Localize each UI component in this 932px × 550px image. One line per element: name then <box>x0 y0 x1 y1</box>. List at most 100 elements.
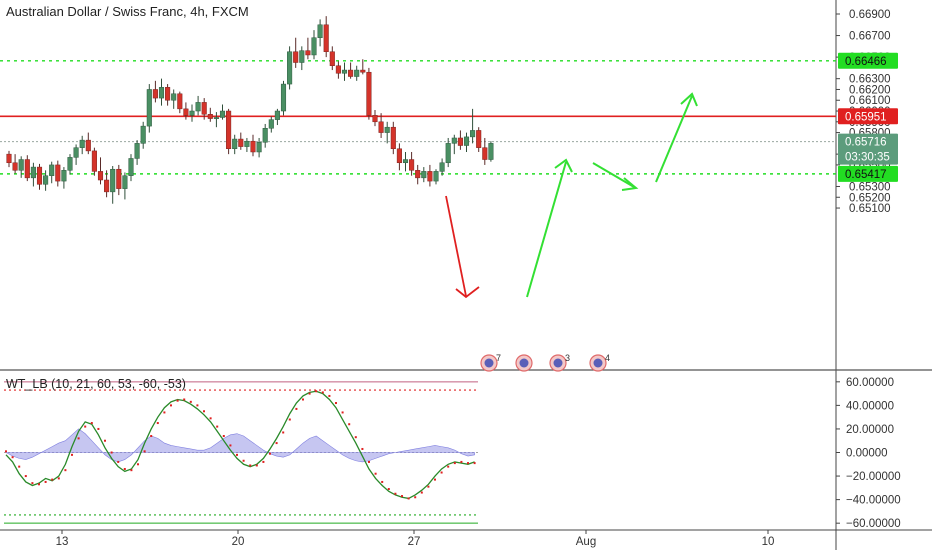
price-tick-label: 0.66300 <box>849 74 891 86</box>
candle-body <box>171 93 177 101</box>
price-tick-label: 0.66900 <box>849 9 891 21</box>
wt2-point <box>44 480 47 483</box>
candle-body <box>293 51 299 63</box>
wt2-point <box>262 460 265 463</box>
event-badges[interactable]: 7 3 4 <box>480 353 610 372</box>
time-scale-labels: 13 20 27 Aug 10 <box>56 530 775 548</box>
candle-body <box>348 69 354 77</box>
candle-body <box>402 159 409 164</box>
wt2-point <box>321 391 324 394</box>
candle-body <box>61 170 67 182</box>
candle-body <box>18 159 24 171</box>
wt2-point <box>216 425 219 428</box>
wt2-point <box>163 411 166 414</box>
candle-body <box>329 51 335 66</box>
wt1-line <box>5 390 475 500</box>
wt2-point <box>150 435 153 438</box>
candle-body <box>360 69 366 73</box>
candle-body <box>366 71 372 116</box>
price-tag-value: 0.65951 <box>845 111 887 123</box>
wt2-point <box>209 417 212 420</box>
time-tick-label: 10 <box>762 536 775 548</box>
price-tag-box <box>838 108 898 125</box>
projection-arrow-head <box>554 158 573 173</box>
candle-body <box>85 139 91 152</box>
candle-body <box>183 108 189 116</box>
candle-series <box>6 16 494 204</box>
candle-body <box>463 136 470 146</box>
candle-body <box>232 138 238 150</box>
candle-body <box>128 158 134 176</box>
wt2-point <box>18 465 21 468</box>
candle-body <box>427 171 433 182</box>
wt2-point <box>31 482 34 485</box>
price-tags: 0.66466 0.65951 0.65716 0.65417 03:30:35 <box>838 52 898 182</box>
candle-body <box>24 159 30 179</box>
candle-body <box>67 157 73 171</box>
candle-body <box>250 140 256 153</box>
wt2-point <box>64 469 67 472</box>
candle-body <box>226 110 232 149</box>
price-tick-label: 0.66200 <box>849 84 891 96</box>
wt2-point <box>24 475 27 478</box>
wt2-point <box>57 477 60 480</box>
wt2-point <box>156 422 159 425</box>
candle-body <box>116 168 122 189</box>
wt2-point <box>420 491 423 494</box>
indicator-tick-label: 20.00000 <box>846 424 894 436</box>
price-tag-value: 0.65716 <box>845 137 887 149</box>
candle-body <box>158 87 165 99</box>
candle-body <box>280 83 287 112</box>
candle-body <box>73 147 79 158</box>
candle-body <box>91 150 97 172</box>
candle-body <box>152 89 158 99</box>
wt2-point <box>275 442 278 445</box>
candle-body <box>189 110 195 116</box>
wt2-point <box>51 478 54 481</box>
wt2-point <box>137 463 139 466</box>
candle-body <box>287 51 293 85</box>
candle-body <box>384 126 390 133</box>
trend-drawings[interactable] <box>445 92 698 299</box>
candle-body <box>30 166 36 179</box>
wt2-point <box>460 460 463 463</box>
projection-arrow-head <box>680 92 698 107</box>
price-tick-label: 0.65300 <box>849 181 891 193</box>
price-tick-label: 0.65200 <box>849 192 891 204</box>
wt2-point <box>354 436 357 439</box>
candle-body <box>476 130 482 148</box>
horizontal-levels[interactable] <box>0 60 836 175</box>
wt2-point <box>394 492 397 495</box>
wt2-point <box>143 450 146 453</box>
wt2-point <box>84 425 87 428</box>
wt2-point <box>104 439 106 442</box>
candle-body <box>244 140 250 147</box>
candle-body <box>457 137 463 146</box>
wt2-point <box>473 462 476 465</box>
price-tick-label: 0.65100 <box>849 203 891 215</box>
event-badge-count: 3 <box>565 353 570 363</box>
wt2-point <box>387 488 390 491</box>
wt2-point <box>467 462 469 465</box>
candle-body <box>201 102 207 115</box>
candle-body <box>317 24 323 38</box>
countdown-value: 03:30:35 <box>845 152 890 164</box>
candle-body <box>238 138 244 147</box>
time-tick-label: 13 <box>56 536 69 548</box>
wt2-point <box>5 450 7 453</box>
candle-body <box>195 102 201 112</box>
candle-body <box>104 179 110 193</box>
wt2-point <box>189 400 192 403</box>
wt2-point <box>348 423 351 426</box>
wt2-point <box>295 407 298 410</box>
price-tag-value: 0.66466 <box>845 56 887 68</box>
candle-body <box>55 164 61 182</box>
candle-body <box>470 130 476 138</box>
price-tag-box <box>838 52 898 69</box>
candle-body <box>79 139 85 148</box>
candle-body <box>488 143 494 160</box>
event-badge-count: 4 <box>605 353 610 363</box>
candle-body <box>256 142 262 153</box>
time-tick-label: Aug <box>576 536 596 548</box>
candle-body <box>207 114 213 119</box>
